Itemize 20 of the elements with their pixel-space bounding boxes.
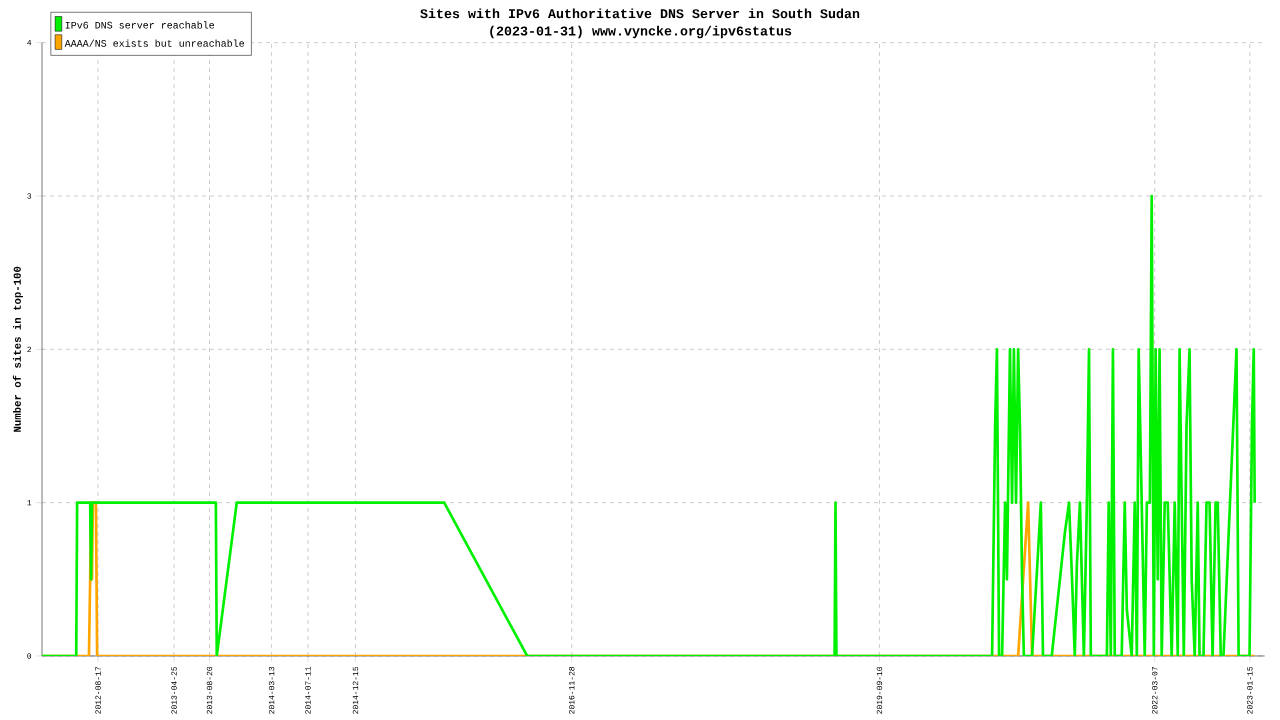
chart-subtitle: (2023-01-31) www.vyncke.org/ipv6status	[490, 25, 792, 39]
x-tick-label: 2019-09-10	[876, 666, 883, 714]
y-tick-label: 4	[27, 40, 32, 46]
y-tick-label: 2	[27, 346, 32, 352]
x-tick-label: 2014-07-11	[305, 666, 311, 714]
chart-title: Sites with IPv6 Authoritative DNS Server in South Sudan	[420, 8, 860, 19]
legend-label: IPv6 DNS server reachable	[65, 21, 215, 29]
y-tick-label: 1	[27, 500, 32, 506]
x-tick-label: 2022-03-07	[1152, 667, 1158, 714]
x-tick-label: 2014-12-15	[352, 666, 359, 714]
x-tick-label: 2016-11-28	[569, 666, 575, 714]
x-tick-label: 2013-04-25	[171, 666, 177, 714]
x-tick-label: 2012-08-17	[95, 667, 101, 714]
y-tick-label: 3	[27, 193, 32, 199]
x-tick-label: 2013-08-20	[206, 666, 213, 714]
y-axis-title: Number of sites in top-100	[12, 266, 23, 432]
legend-label: AAAA/NS exists but unreachable	[64, 39, 245, 47]
x-tick-label: 2023-01-15	[1247, 666, 1253, 714]
x-tick-label: 2014-03-13	[268, 666, 275, 714]
y-tick-label: 0	[27, 653, 32, 659]
